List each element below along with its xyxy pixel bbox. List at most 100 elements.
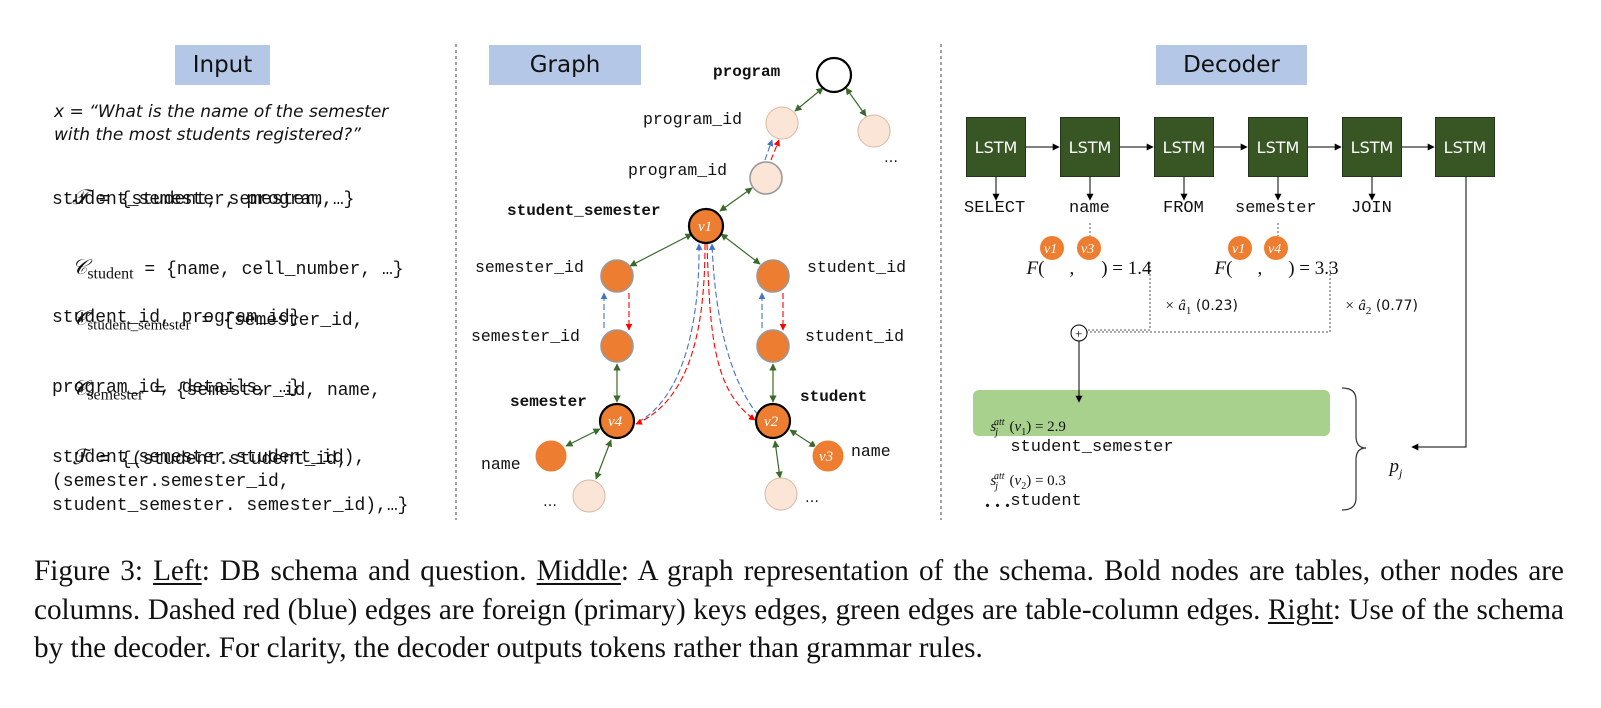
node-semester-id-2	[600, 329, 634, 363]
lstm-cell-5: LSTM	[1342, 117, 1402, 177]
columns-student-semester: 𝒞student_semester = {semester_id,	[52, 285, 363, 356]
label-table-program: program	[713, 63, 781, 81]
figure-caption: Figure 3: Left: DB schema and question. …	[34, 552, 1564, 668]
label-semester-id-1: semester_id	[475, 258, 584, 277]
tables-line-1: = {student, semester,	[88, 190, 326, 210]
edge-program-programid	[794, 87, 824, 112]
node-student-semester	[687, 207, 725, 245]
score-v4	[1264, 236, 1288, 260]
question-line-1: x = “What is the name of the semester	[54, 102, 389, 122]
fk-edge-ss-student	[706, 243, 756, 421]
output-token-select: SELECT	[964, 199, 1026, 218]
label-name-left: name	[481, 455, 521, 474]
attention-score-1-table: student_semester	[1010, 438, 1174, 457]
label-ellipsis-1: …	[884, 150, 898, 166]
attention-dots: . . .	[985, 490, 1010, 512]
edge-ss-programid	[719, 187, 753, 212]
foreign-keys-line-2: student_semester.student_id),	[52, 448, 366, 468]
weight-1-value: (0.23)	[1191, 298, 1238, 314]
score-v1-left-label: v1	[1044, 242, 1057, 257]
columns-student: 𝒞student = {name, cell_number, …}	[52, 234, 404, 305]
columns-student-value: = {name, cell_number, …}	[133, 260, 404, 280]
lstm-cell-4: LSTM	[1248, 117, 1308, 177]
edge-student-name	[789, 429, 817, 448]
edge-semester-ellipsis	[594, 439, 613, 480]
pj-symbol: p	[1389, 456, 1400, 477]
score-formula-left: F(,) = 1.4	[1026, 258, 1152, 279]
node-program	[815, 56, 853, 94]
node-label-v4: v4	[608, 414, 623, 430]
C-student-semester-subscript: student_semester	[87, 317, 191, 334]
score-v1-right	[1228, 236, 1252, 260]
attention-score-2: sjatt (v2) = 0.3 student	[990, 471, 1082, 511]
score-v3-label: v3	[1081, 242, 1094, 257]
edge-semester-name	[565, 428, 601, 447]
node-student	[754, 402, 792, 440]
label-semester-id-2: semester_id	[471, 327, 580, 346]
foreign-keys-line-1: = {(student.student_id,	[88, 450, 348, 470]
node-label-v3: v3	[819, 449, 833, 465]
node-label-v1: v1	[698, 219, 712, 235]
node-semester-ellipsis	[572, 479, 606, 513]
node-program-ellipsis	[857, 114, 891, 148]
node-name-left	[534, 439, 568, 473]
attention-highlight	[973, 390, 1330, 436]
primary-key-edges	[600, 139, 774, 423]
caption-middle: Middle	[536, 555, 621, 587]
columns-student-semester-line-2: student_id, program_id}	[52, 308, 301, 328]
weight-1-sub: 1	[1185, 305, 1192, 317]
output-token-from: FROM	[1163, 199, 1204, 218]
node-label-v2: v2	[764, 414, 779, 430]
output-token-join: JOIN	[1351, 199, 1392, 218]
table-column-edges	[565, 87, 867, 480]
columns-semester-line-1: = {semester_id, name,	[143, 381, 381, 401]
label-ellipsis-3: …	[805, 490, 819, 506]
score-v4-label: v4	[1268, 242, 1281, 257]
question-line-2: with the most students registered?”	[54, 125, 361, 145]
edge-ss-semesterid	[629, 233, 693, 267]
label-program-id-2: program_id	[628, 161, 728, 180]
node-student-ellipsis	[764, 477, 798, 511]
tables-set: 𝒯 = {student, semester,	[52, 164, 326, 231]
score-v3	[1077, 236, 1101, 260]
foreign-keys-set: ℱ = {(student.student_id,	[52, 424, 348, 491]
weight-2-value: (0.77)	[1371, 298, 1418, 314]
foreign-key-edges	[625, 139, 787, 425]
caption-left: Left	[153, 555, 202, 587]
caption-left-text: : DB schema and question.	[201, 555, 537, 587]
sum-symbol: +	[1075, 326, 1082, 341]
attention-brace	[1341, 387, 1367, 511]
score-v1-right-label: v1	[1232, 242, 1245, 257]
score-value-right: ) = 3.3	[1288, 258, 1339, 279]
weight-line-2	[1087, 262, 1331, 333]
columns-student-semester-line-1: = {semester_id,	[190, 311, 364, 331]
node-program-id-1	[765, 106, 799, 140]
edge-ss-studentid	[720, 233, 761, 265]
edge-program-ellipsis	[845, 87, 867, 117]
score-formula-right: F(,) = 3.3	[1214, 258, 1339, 279]
lstm-cell-2: LSTM	[1060, 117, 1120, 177]
pj-arrow	[1411, 177, 1467, 451]
label-table-student-semester: student_semester	[507, 202, 661, 220]
C-semester-subscript: semester	[87, 386, 144, 404]
F-symbol: ℱ	[72, 445, 89, 469]
weight-line-1	[1087, 262, 1151, 331]
graph-nodes	[534, 56, 891, 513]
caption-middle-text: : A graph representation of the schema. …	[34, 555, 1564, 626]
output-token-name: name	[1069, 199, 1110, 218]
columns-semester-line-2: program_id, details, …}	[52, 378, 301, 398]
tables-line-2: student_semester, program,…}	[52, 190, 355, 210]
graph-panel-title: Graph	[489, 45, 641, 85]
label-student-id-1: student_id	[807, 258, 907, 277]
node-student-id-2	[756, 329, 790, 363]
attention-score-1: sjatt (v1) = 2.9 student_semester	[990, 417, 1174, 457]
node-semester-id-1	[600, 259, 634, 293]
label-name-right: name	[851, 442, 891, 461]
foreign-keys-line-3: (semester.semester_id,	[52, 472, 290, 492]
label-table-semester: semester	[510, 393, 587, 411]
weight-1-symbol: × â	[1164, 298, 1186, 314]
weight-2-symbol: × â	[1344, 298, 1366, 314]
decoder-panel-title: Decoder	[1156, 45, 1307, 85]
